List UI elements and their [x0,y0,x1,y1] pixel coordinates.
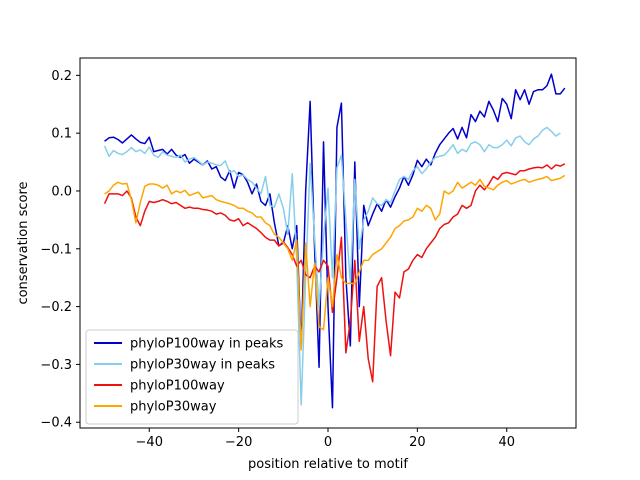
y-tick-label: 0.1 [51,127,72,142]
x-axis-label: position relative to motif [248,457,408,472]
y-tick-label: −0.2 [40,300,72,315]
series-line-2 [103,163,566,383]
y-tick-label: −0.3 [40,358,72,373]
legend-entry-2: phyloP100way [130,379,225,394]
legend-entry-1: phyloP30way in peaks [130,358,275,373]
x-tick-label: 40 [498,435,515,450]
series-line-3 [104,174,566,351]
ticks-layer: −40 −20 0 20 40 −0.4 −0.3 −0.2 −0.1 0.0 0.1 0.2 [40,69,515,450]
series-line-1 [103,126,561,406]
y-axis-label: conservation score [16,181,31,304]
legend-entry-3: phyloP30way [130,400,217,415]
x-tick-label: −40 [136,435,163,450]
y-tick-label: −0.1 [40,242,72,257]
series-layer [103,73,566,409]
legend-box [85,329,299,425]
x-tick-label: 20 [409,435,426,450]
x-tick-label: −20 [225,435,252,450]
x-tick-label: 0 [324,435,332,450]
legend-entry-0: phyloP100way in peaks [130,337,284,352]
legend: phyloP100way in peaks phyloP30way in peak… [85,329,299,425]
y-tick-label: 0.0 [51,184,72,199]
y-tick-label: −0.4 [40,416,72,431]
y-tick-label: 0.2 [51,69,72,84]
